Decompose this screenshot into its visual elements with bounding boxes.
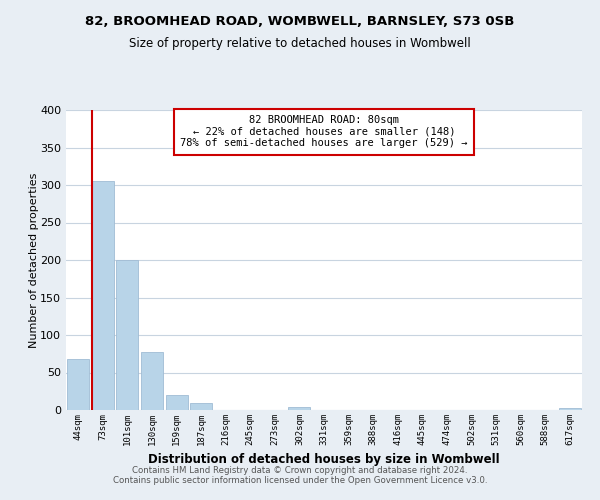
Text: Size of property relative to detached houses in Wombwell: Size of property relative to detached ho… bbox=[129, 38, 471, 51]
Bar bbox=[141, 352, 163, 410]
Bar bbox=[116, 260, 139, 410]
Bar bbox=[92, 181, 114, 410]
Bar bbox=[289, 407, 310, 410]
Text: 82 BROOMHEAD ROAD: 80sqm
← 22% of detached houses are smaller (148)
78% of semi-: 82 BROOMHEAD ROAD: 80sqm ← 22% of detach… bbox=[180, 116, 468, 148]
X-axis label: Distribution of detached houses by size in Wombwell: Distribution of detached houses by size … bbox=[148, 454, 500, 466]
Bar bbox=[166, 395, 188, 410]
Text: Contains HM Land Registry data © Crown copyright and database right 2024.
Contai: Contains HM Land Registry data © Crown c… bbox=[113, 466, 487, 485]
Bar bbox=[67, 359, 89, 410]
Y-axis label: Number of detached properties: Number of detached properties bbox=[29, 172, 40, 348]
Bar bbox=[559, 408, 581, 410]
Text: 82, BROOMHEAD ROAD, WOMBWELL, BARNSLEY, S73 0SB: 82, BROOMHEAD ROAD, WOMBWELL, BARNSLEY, … bbox=[85, 15, 515, 28]
Bar bbox=[190, 402, 212, 410]
